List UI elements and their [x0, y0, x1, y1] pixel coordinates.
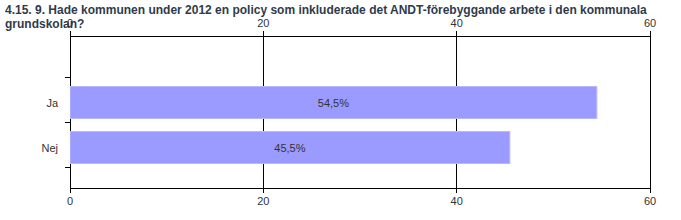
tick-mark [263, 31, 264, 36]
category-label: Ja [46, 97, 59, 109]
tick-label: 40 [451, 17, 463, 29]
category-label: Nej [41, 142, 58, 154]
axis-line [70, 188, 650, 189]
tick-label: 40 [451, 195, 463, 207]
tick-mark [70, 31, 71, 36]
tick-label: 20 [257, 195, 269, 207]
tick-mark [263, 188, 264, 193]
chart-title: 4.15. 9. Hade kommunen under 2012 en pol… [5, 3, 677, 31]
category-tick [65, 122, 70, 123]
tick-label: 60 [644, 17, 656, 29]
tick-mark [70, 188, 71, 193]
bars [70, 87, 597, 164]
data-label: 45,5% [274, 142, 305, 154]
tick-label: 60 [644, 195, 656, 207]
chart-svg: 0 0 20 20 40 40 60 60 Ja Nej 54,5% 45,5% [0, 0, 681, 220]
bar [70, 132, 510, 164]
tick-label: 0 [67, 17, 73, 29]
tick-mark [456, 188, 457, 193]
bar [70, 87, 597, 119]
tick-mark [650, 188, 651, 193]
category-tick [65, 77, 70, 78]
tick-mark [650, 31, 651, 36]
tick-label: 0 [67, 195, 73, 207]
category-tick [65, 167, 70, 168]
tick-mark [456, 31, 457, 36]
axis-line [70, 36, 650, 37]
tick-label: 20 [257, 17, 269, 29]
grid-line [650, 36, 651, 188]
data-label: 54,5% [318, 97, 349, 109]
